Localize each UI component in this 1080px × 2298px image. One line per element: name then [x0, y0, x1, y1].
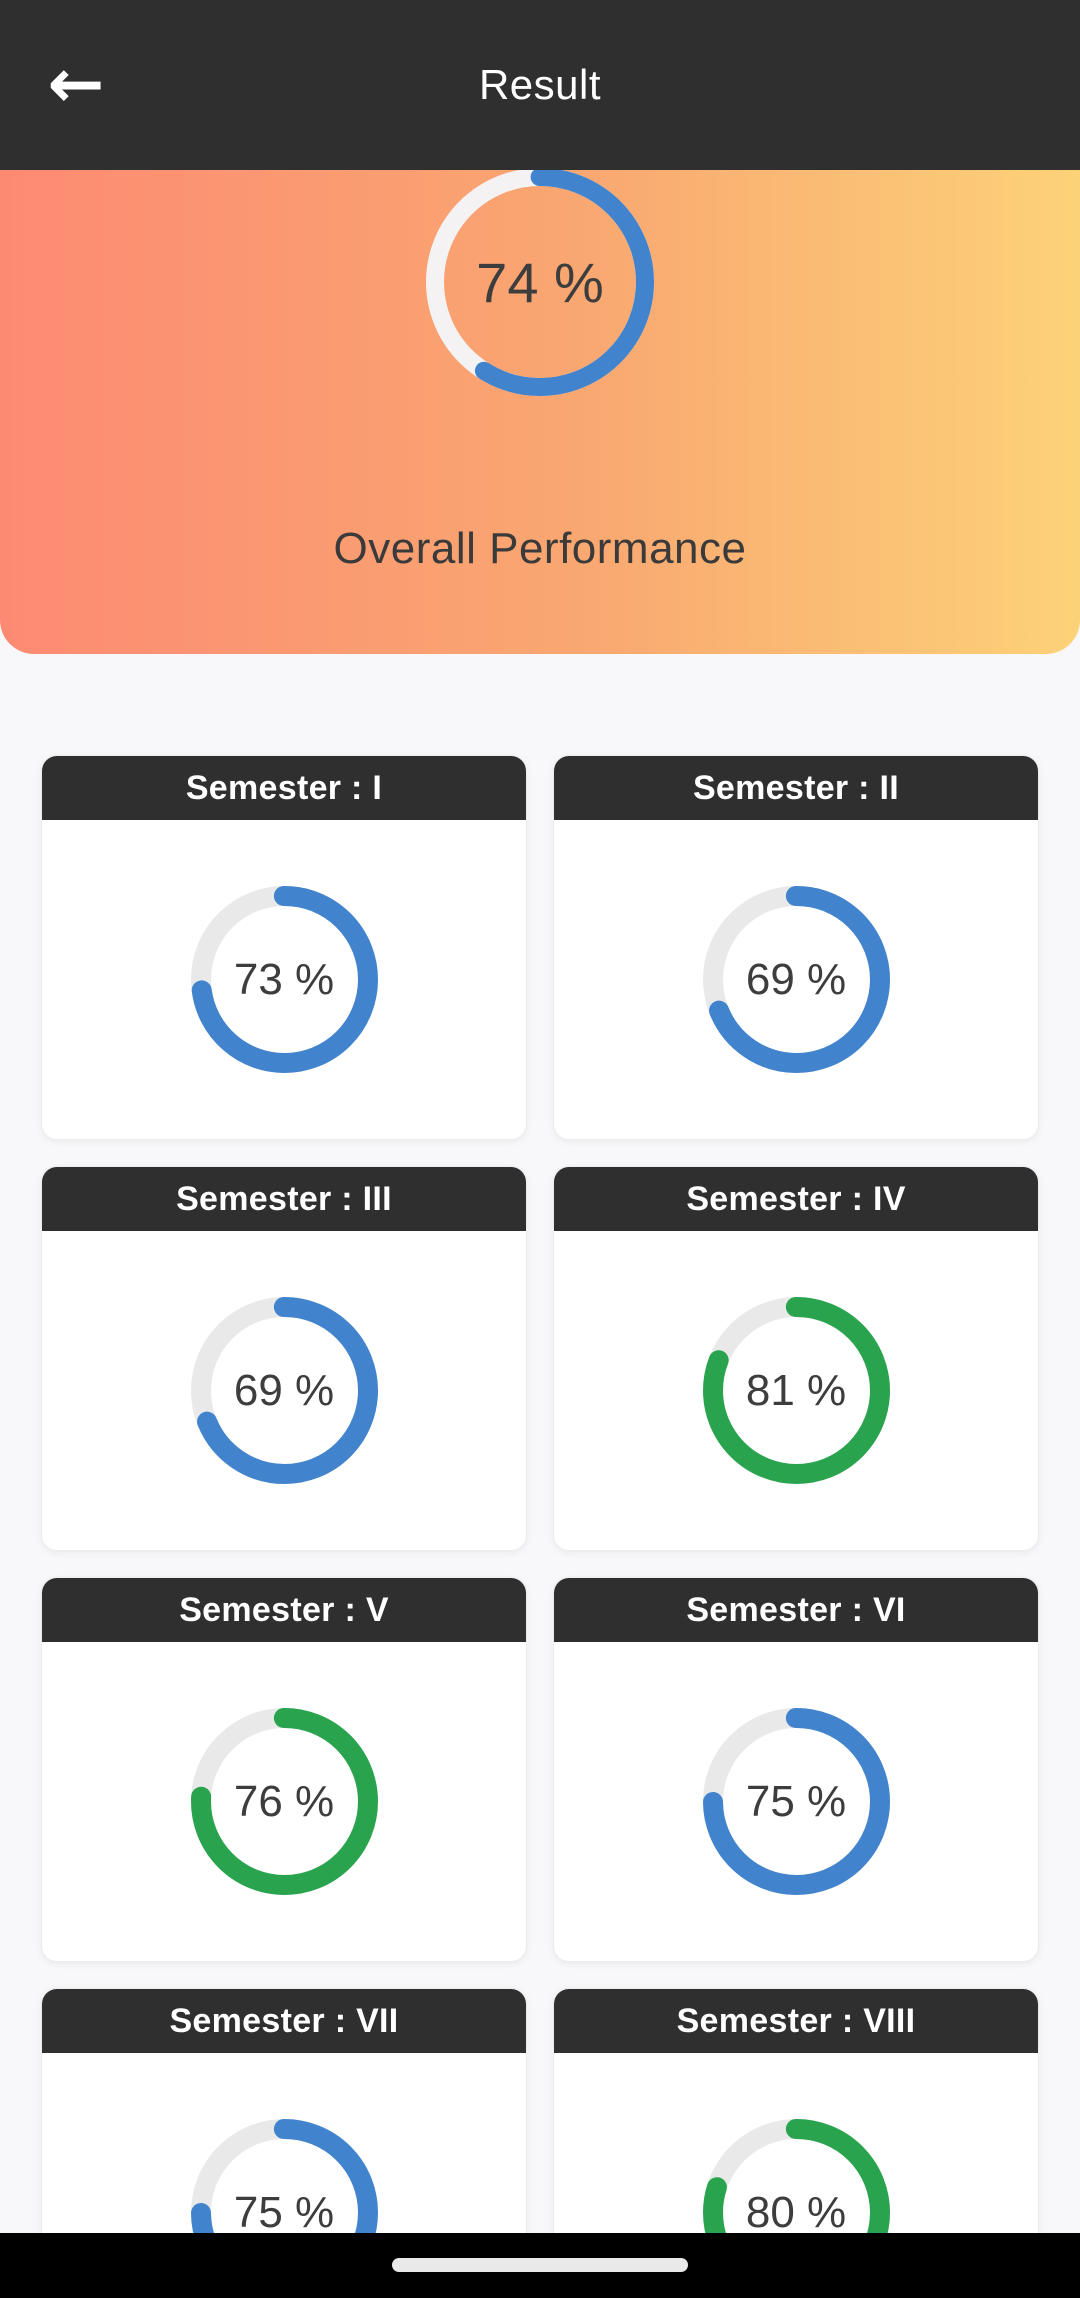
- semester-progress-ring: 81 %: [702, 1297, 890, 1484]
- semester-card: Semester : I 73 %: [41, 755, 527, 1140]
- semester-card: Semester : VI 75 %: [553, 1577, 1039, 1962]
- semester-card: Semester : V 76 %: [41, 1577, 527, 1962]
- home-indicator[interactable]: [392, 2258, 688, 2272]
- semester-card: Semester : II 69 %: [553, 755, 1039, 1140]
- semester-progress-ring: 76 %: [190, 1708, 378, 1895]
- system-nav-bar: [0, 2233, 1080, 2298]
- semester-card-header: Semester : I: [42, 756, 526, 820]
- semester-percent: 73 %: [233, 954, 335, 1004]
- semester-title: Semester : II: [692, 768, 900, 807]
- semester-card-header: Semester : III: [42, 1167, 526, 1231]
- semester-percent: 75 %: [745, 1776, 847, 1826]
- semester-title: Semester : V: [179, 1590, 389, 1629]
- back-arrow-icon: ←: [47, 45, 105, 124]
- semester-card: Semester : IV 81 %: [553, 1166, 1039, 1551]
- semester-card-body: 81 %: [554, 1231, 1038, 1550]
- semester-progress-ring: 69 %: [702, 886, 890, 1073]
- semester-card-header: Semester : IV: [554, 1167, 1038, 1231]
- semester-card-body: 75 %: [554, 1642, 1038, 1961]
- back-button[interactable]: ←: [28, 37, 124, 133]
- semester-percent: 80 %: [745, 2187, 847, 2237]
- semester-card-header: Semester : VIII: [554, 1989, 1038, 2053]
- overall-progress-ring: 74 %: [426, 168, 654, 396]
- semester-progress-ring: 73 %: [190, 886, 378, 1073]
- semester-card-header: Semester : V: [42, 1578, 526, 1642]
- semester-card-header: Semester : VII: [42, 1989, 526, 2053]
- page-title: Result: [478, 61, 602, 108]
- semester-percent: 69 %: [233, 1365, 335, 1415]
- semester-title: Semester : I: [185, 768, 383, 807]
- overall-percent: 74 %: [476, 250, 604, 314]
- semester-card-body: 69 %: [554, 820, 1038, 1139]
- semester-title: Semester : VIII: [676, 2001, 916, 2040]
- app-header: ← Result: [0, 0, 1080, 170]
- semester-grid: Semester : I 73 % Semester : II 69 % Sem…: [41, 755, 1039, 2298]
- semester-title: Semester : VI: [686, 1590, 906, 1629]
- semester-percent: 81 %: [745, 1365, 847, 1415]
- semester-title: Semester : IV: [686, 1179, 906, 1218]
- semester-card: Semester : III 69 %: [41, 1166, 527, 1551]
- overall-performance-card: 74 % Overall Performance: [0, 168, 1080, 654]
- semester-percent: 75 %: [233, 2187, 335, 2237]
- semester-progress-ring: 69 %: [190, 1297, 378, 1484]
- semester-percent: 76 %: [233, 1776, 335, 1826]
- semester-percent: 69 %: [745, 954, 847, 1004]
- semester-card-body: 73 %: [42, 820, 526, 1139]
- overall-caption: Overall Performance: [333, 524, 747, 573]
- semester-title: Semester : III: [176, 1179, 392, 1218]
- semester-title: Semester : VII: [169, 2001, 399, 2040]
- semester-card-body: 76 %: [42, 1642, 526, 1961]
- semester-progress-ring: 75 %: [702, 1708, 890, 1895]
- semester-card-header: Semester : II: [554, 756, 1038, 820]
- semester-card-header: Semester : VI: [554, 1578, 1038, 1642]
- semester-card-body: 69 %: [42, 1231, 526, 1550]
